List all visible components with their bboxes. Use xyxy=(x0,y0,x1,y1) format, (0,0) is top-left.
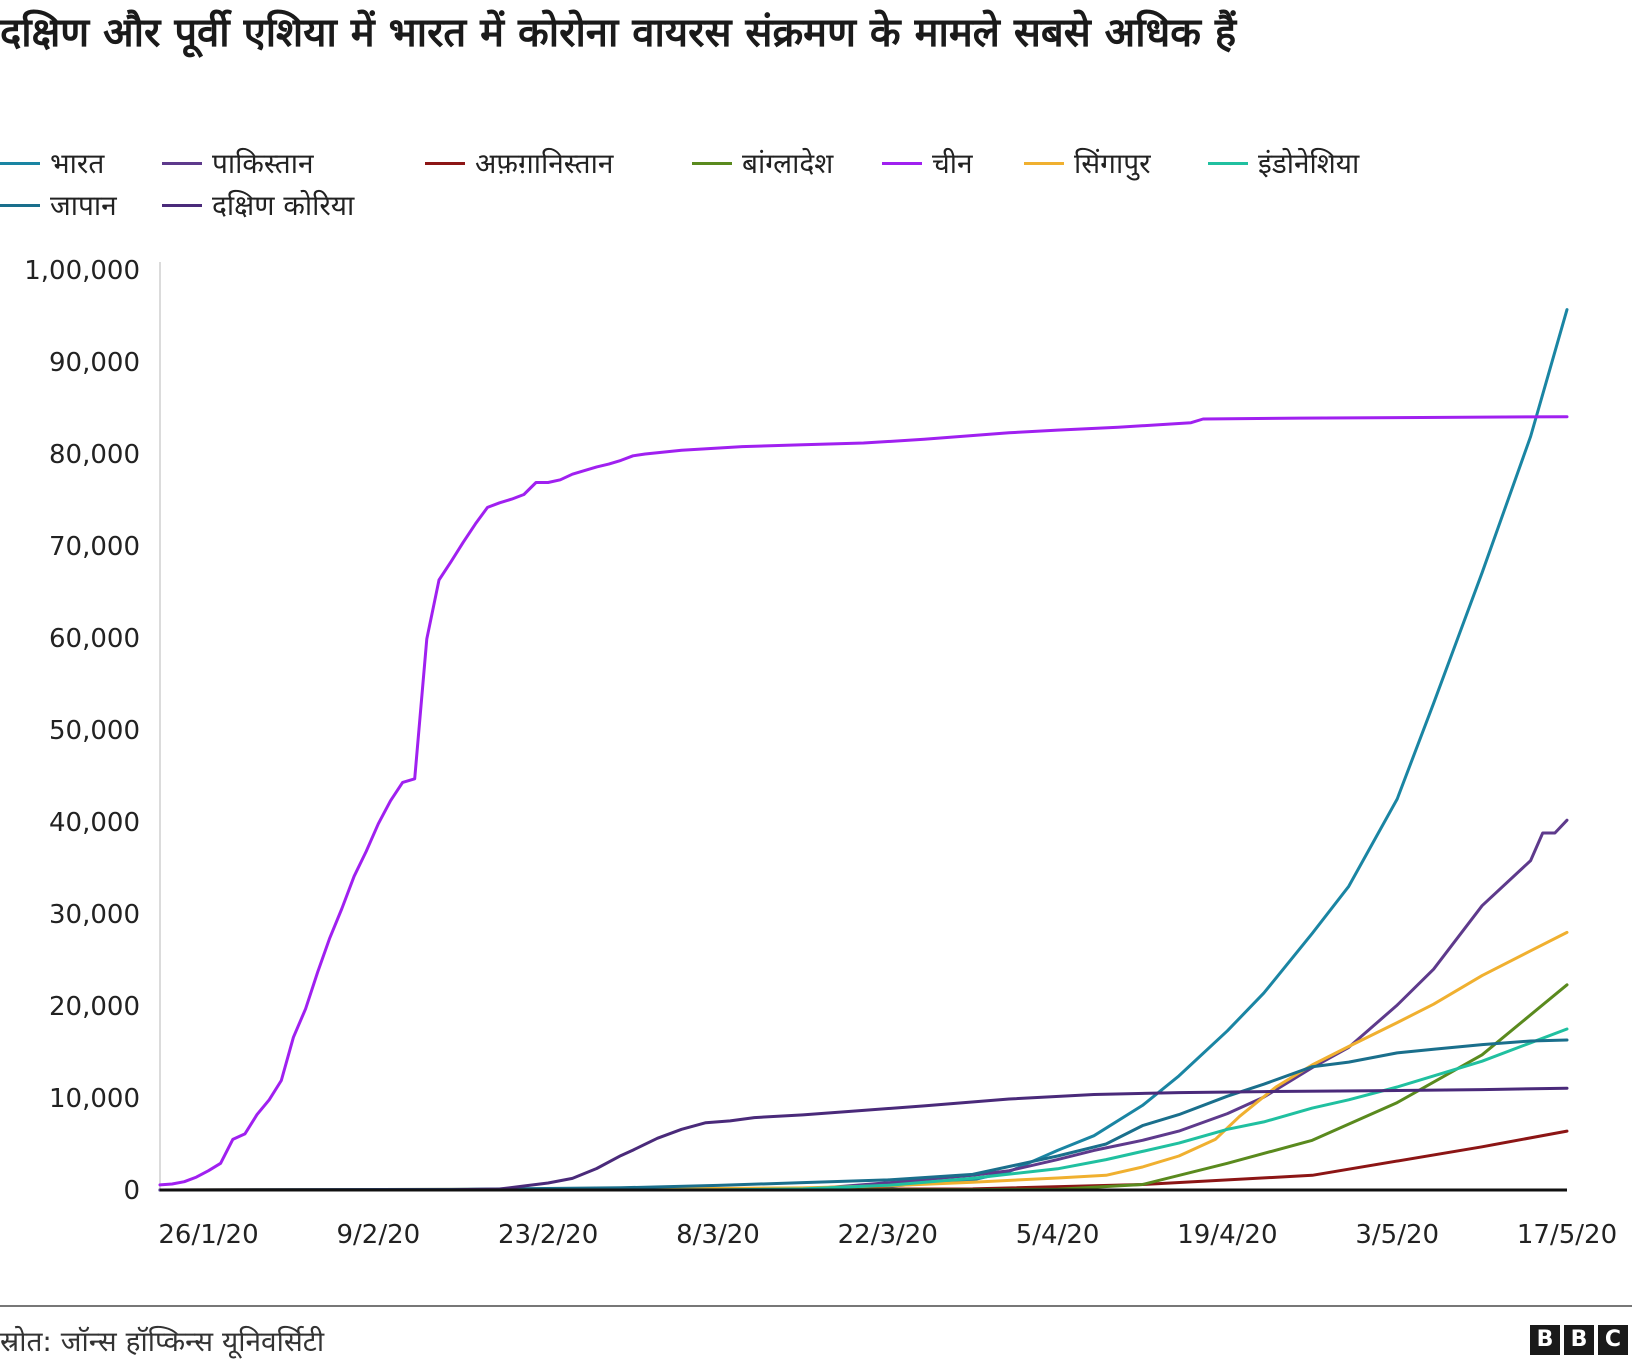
x-tick-label: 19/4/20 xyxy=(1177,1220,1277,1250)
legend-swatch xyxy=(0,161,40,165)
legend-item: पाकिस्तान xyxy=(162,142,314,184)
y-tick-label: 80,000 xyxy=(49,440,140,470)
legend-swatch xyxy=(162,161,202,165)
y-tick-label: 20,000 xyxy=(49,992,140,1022)
logo-letter-b1: B xyxy=(1530,1325,1560,1355)
legend-swatch xyxy=(1208,161,1248,165)
y-tick-label: 70,000 xyxy=(49,532,140,562)
line-chart: 0 10,000 20,000 30,000 40,000 50,000 60,000 70,… xyxy=(24,256,1617,1250)
series-line xyxy=(158,818,1569,1192)
legend-label: चीन xyxy=(932,147,973,180)
series-line xyxy=(158,1038,1569,1192)
y-tick-label: 1,00,000 xyxy=(24,256,140,286)
x-tick-label: 17/5/20 xyxy=(1517,1220,1617,1250)
series-line xyxy=(158,415,1569,1187)
legend-swatch xyxy=(692,161,732,165)
x-tick-label: 22/3/20 xyxy=(838,1220,938,1250)
logo-letter-b2: B xyxy=(1564,1325,1594,1355)
legend-item: सिंगापुर xyxy=(1024,142,1151,184)
legend-label: सिंगापुर xyxy=(1074,147,1151,180)
chart-title: दक्षिण और पूर्वी एशिया में भारत में कोरो… xyxy=(0,10,1237,56)
legend-item: भारत xyxy=(0,142,104,184)
y-tick-label: 10,000 xyxy=(49,1084,140,1114)
y-tick-label: 50,000 xyxy=(49,716,140,746)
x-tick-label: 8/3/20 xyxy=(676,1220,760,1250)
legend-label: बांग्लादेश xyxy=(742,147,834,180)
x-tick-label: 5/4/20 xyxy=(1016,1220,1100,1250)
legend-label: पाकिस्तान xyxy=(212,147,314,180)
y-tick-label: 60,000 xyxy=(49,624,140,654)
chart-legend: भारत पाकिस्तान अफ़ग़ानिस्तान बांग्लादेश चीन स… xyxy=(0,142,1560,226)
legend-swatch xyxy=(425,161,465,165)
x-tick-label: 3/5/20 xyxy=(1355,1220,1439,1250)
legend-row: जापान दक्षिण कोरिया xyxy=(0,184,1560,226)
y-tick-label: 40,000 xyxy=(49,808,140,838)
x-tick-label: 9/2/20 xyxy=(336,1220,420,1250)
legend-label: जापान xyxy=(50,189,117,222)
legend-swatch xyxy=(1024,161,1064,165)
legend-item: चीन xyxy=(882,142,973,184)
y-tick-label: 30,000 xyxy=(49,900,140,930)
legend-label: भारत xyxy=(50,147,105,180)
source-note: स्रोत: जॉन्स हॉप्किन्स यूनिवर्सिटी xyxy=(0,1325,325,1358)
series-line xyxy=(158,1086,1569,1192)
legend-item: बांग्लादेश xyxy=(692,142,833,184)
logo-letter-c: C xyxy=(1598,1325,1628,1355)
x-tick-label: 23/2/20 xyxy=(498,1220,598,1250)
legend-item: दक्षिण कोरिया xyxy=(162,184,354,226)
legend-item: इंडोनेशिया xyxy=(1208,142,1359,184)
legend-swatch xyxy=(882,161,922,165)
legend-row: भारत पाकिस्तान अफ़ग़ानिस्तान बांग्लादेश चीन स… xyxy=(0,142,1560,184)
y-tick-label: 90,000 xyxy=(49,348,140,378)
series-line xyxy=(158,983,1569,1192)
legend-label: दक्षिण कोरिया xyxy=(212,189,355,222)
legend-item: जापान xyxy=(0,184,117,226)
x-tick-label: 26/1/20 xyxy=(158,1220,258,1250)
footer-divider xyxy=(0,1305,1632,1307)
legend-label: अफ़ग़ानिस्तान xyxy=(475,147,614,180)
legend-swatch xyxy=(162,203,202,207)
legend-item: अफ़ग़ानिस्तान xyxy=(425,142,613,184)
legend-label: इंडोनेशिया xyxy=(1258,147,1360,180)
series-line xyxy=(158,1027,1569,1192)
bbc-logo: B B C xyxy=(1530,1325,1628,1355)
y-tick-label: 0 xyxy=(123,1176,140,1206)
legend-swatch xyxy=(0,203,40,207)
